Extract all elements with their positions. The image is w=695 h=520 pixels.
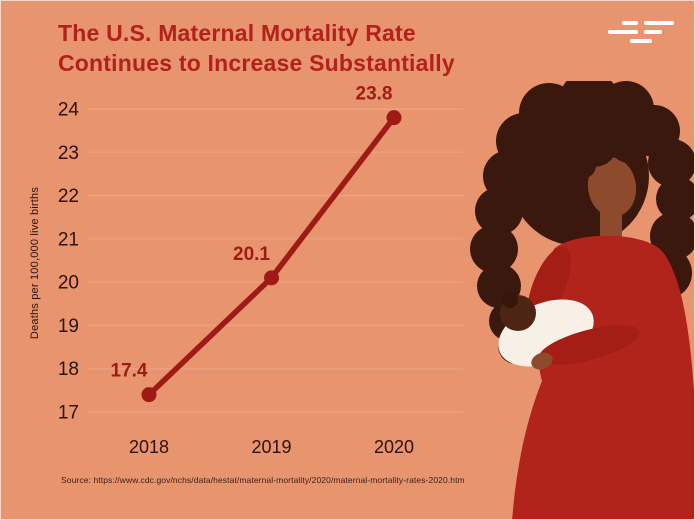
- y-axis-tick-label: 21: [58, 229, 79, 250]
- mother-and-baby-illustration: [470, 81, 694, 519]
- data-line: [146, 114, 397, 398]
- hair-fringe: [568, 119, 649, 179]
- data-point-marker: [264, 270, 279, 286]
- y-axis-tick-label: 24: [58, 100, 80, 121]
- page-title: The U.S. Maternal Mortality Rate Continu…: [58, 20, 455, 76]
- face: [587, 157, 637, 217]
- logo-dash-icon: [644, 21, 674, 25]
- data-point-label: 17.4: [111, 361, 148, 382]
- source-citation: Source: https://www.cdc.gov/nchs/data/he…: [61, 475, 465, 485]
- y-axis-tick-label: 20: [58, 273, 79, 294]
- x-axis-tick-label: 2019: [251, 437, 291, 457]
- hand: [531, 352, 553, 370]
- baby-hair: [502, 292, 518, 308]
- logo-dash-icon: [644, 30, 662, 34]
- data-point-label: 23.8: [356, 84, 393, 105]
- y-axis-tick-label: 18: [58, 359, 79, 380]
- logo-dash-icon: [622, 21, 638, 25]
- x-axis-tick-label: 2020: [374, 437, 414, 457]
- y-axis-tick-label: 22: [58, 186, 79, 207]
- logo-dash-icon: [630, 39, 652, 43]
- y-axis-tick-label: 17: [58, 403, 79, 424]
- logo-dash-icon: [608, 30, 638, 34]
- data-point-marker: [386, 110, 402, 126]
- y-axis-tick-label: 23: [58, 143, 79, 164]
- brand-logo: [598, 19, 678, 49]
- data-point-marker: [141, 387, 157, 403]
- y-axis-tick-label: 19: [58, 316, 79, 337]
- right-arm-sleeve: [538, 325, 640, 365]
- x-axis-tick-label: 2018: [129, 437, 169, 457]
- data-point-label: 20.1: [233, 244, 270, 265]
